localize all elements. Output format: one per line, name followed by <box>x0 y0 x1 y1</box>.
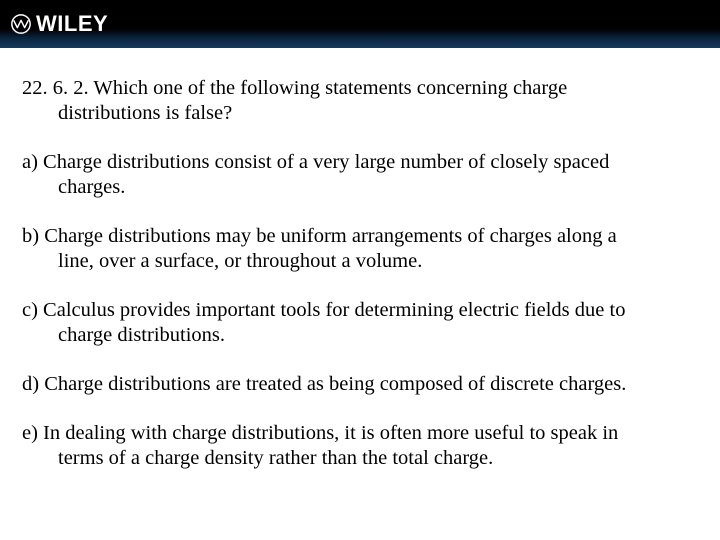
option-e: e) In dealing with charge distributions,… <box>22 421 698 471</box>
option-c-line2: charge distributions. <box>22 323 698 348</box>
question-stem: 22. 6. 2. Which one of the following sta… <box>22 76 698 126</box>
brand-text: WILEY <box>36 11 108 37</box>
option-b-line2: line, over a surface, or throughout a vo… <box>22 249 698 274</box>
option-a: a) Charge distributions consist of a ver… <box>22 150 698 200</box>
option-d: d) Charge distributions are treated as b… <box>22 372 698 397</box>
option-d-line1: d) Charge distributions are treated as b… <box>22 372 698 397</box>
wiley-logo: WILEY <box>10 11 108 37</box>
option-e-line2: terms of a charge density rather than th… <box>22 446 698 471</box>
slide-content: 22. 6. 2. Which one of the following sta… <box>0 48 720 515</box>
wiley-logo-icon <box>10 13 32 35</box>
question-line2: distributions is false? <box>22 101 698 126</box>
header-bar: WILEY <box>0 0 720 48</box>
option-b-line1: b) Charge distributions may be uniform a… <box>22 224 698 249</box>
option-a-line1: a) Charge distributions consist of a ver… <box>22 150 698 175</box>
option-c: c) Calculus provides important tools for… <box>22 298 698 348</box>
option-c-line1: c) Calculus provides important tools for… <box>22 298 698 323</box>
option-e-line1: e) In dealing with charge distributions,… <box>22 421 698 446</box>
question-line1: 22. 6. 2. Which one of the following sta… <box>22 76 698 101</box>
option-a-line2: charges. <box>22 175 698 200</box>
option-b: b) Charge distributions may be uniform a… <box>22 224 698 274</box>
